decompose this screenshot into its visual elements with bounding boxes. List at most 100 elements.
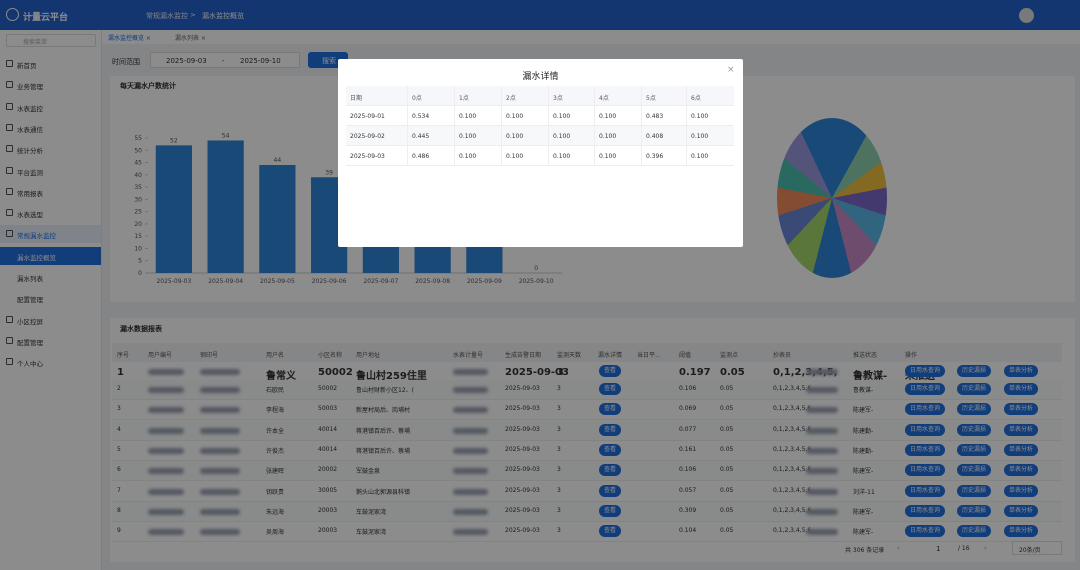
action-button[interactable]: 日用水查询 <box>905 423 946 436</box>
table-row <box>112 380 1062 400</box>
action-button[interactable]: 单表分析 <box>1004 504 1039 517</box>
modal-cell: 2025-09-03 <box>350 153 385 160</box>
avatar[interactable] <box>1019 8 1034 23</box>
action-button[interactable]: 单表分析 <box>1004 403 1039 416</box>
detail-button[interactable]: 查看 <box>599 504 622 517</box>
cell: 军鼓金泉 <box>356 468 381 476</box>
action-button[interactable]: 单表分析 <box>1004 383 1039 395</box>
action-button[interactable]: 日用水查询 <box>905 403 946 416</box>
blurred-cell <box>806 508 838 515</box>
bar <box>207 140 244 273</box>
modal-cell: 2025-09-01 <box>350 113 385 120</box>
detail-button[interactable]: 查看 <box>599 484 622 497</box>
cell: 2025-09-03 <box>505 385 540 392</box>
table-row <box>112 522 1062 543</box>
menu-item[interactable]: 业务管理 <box>17 83 43 92</box>
cell: 40014 <box>318 425 338 433</box>
blurred-cell <box>200 387 240 393</box>
cell: 许本全 <box>266 427 285 435</box>
search-box[interactable]: 搜索菜单 <box>6 34 96 47</box>
action-button[interactable]: 日用水查询 <box>905 383 946 395</box>
column-header: 监测点 <box>720 352 739 359</box>
page-next[interactable]: › <box>984 544 987 552</box>
blurred-cell <box>148 468 184 475</box>
cell: 刘洋-11 <box>853 488 875 496</box>
action-button[interactable]: 日用水查询 <box>905 464 946 477</box>
action-button[interactable]: 单表分析 <box>1004 464 1039 477</box>
action-button[interactable]: 历史漏损 <box>957 365 992 377</box>
cell: 陈建军- <box>853 468 874 476</box>
tab[interactable]: 漏水监控概览 × <box>108 35 151 42</box>
tab-bar <box>102 30 1080 44</box>
action-button[interactable]: 日用水查询 <box>905 484 946 497</box>
cell: 吴周海 <box>266 529 285 537</box>
page-current: 1 <box>936 545 941 553</box>
action-button[interactable]: 单表分析 <box>1004 525 1039 538</box>
cell: 0.05 <box>720 367 745 378</box>
menu-item[interactable]: 平台监测 <box>17 168 43 177</box>
blurred-cell <box>200 447 240 454</box>
modal-cell: 0.100 <box>691 153 709 160</box>
action-button[interactable]: 历史漏损 <box>957 383 992 395</box>
cell: 50002 <box>318 367 353 378</box>
detail-button[interactable]: 查看 <box>599 423 622 436</box>
detail-button[interactable]: 查看 <box>599 383 622 395</box>
breadcrumb-1[interactable]: 常规漏水监控 <box>146 12 188 20</box>
action-button[interactable]: 单表分析 <box>1004 443 1039 456</box>
cell: 0.104 <box>679 527 697 535</box>
action-button[interactable]: 单表分析 <box>1004 365 1039 377</box>
menu-item[interactable]: 统计分析 <box>17 147 43 156</box>
blurred-cell <box>453 387 488 393</box>
menu-item[interactable]: 水表通信 <box>17 125 43 134</box>
menu-item[interactable]: 配置管理 <box>17 338 43 347</box>
detail-button[interactable]: 查看 <box>599 443 622 456</box>
x-tick-label: 2025-09-03 <box>156 278 191 285</box>
action-button[interactable]: 单表分析 <box>1004 423 1039 436</box>
action-button[interactable]: 日用水查询 <box>905 504 946 517</box>
detail-button[interactable]: 查看 <box>599 525 622 538</box>
sidebar: 搜索菜单新首页业务管理水表监控水表通信统计分析平台监测常用报表水表选型常规漏水监… <box>0 0 102 570</box>
page-size[interactable]: 20条/页 <box>1012 541 1062 555</box>
action-button[interactable]: 历史漏损 <box>957 403 992 416</box>
action-button[interactable]: 日用水查询 <box>905 365 946 377</box>
action-button[interactable]: 历史漏损 <box>957 464 992 477</box>
action-button[interactable]: 单表分析 <box>1004 484 1039 497</box>
action-button[interactable]: 历史漏损 <box>957 525 992 538</box>
menu-item[interactable]: 常规漏水监控 <box>17 232 56 241</box>
submenu-item[interactable]: 配置管理 <box>17 296 43 305</box>
modal-cell: 0.100 <box>506 113 524 120</box>
page-prev[interactable]: ‹ <box>897 544 900 552</box>
action-button[interactable]: 历史漏损 <box>957 484 992 497</box>
cell: 0,1,2,3,4,5,6 <box>773 385 812 392</box>
action-button[interactable]: 日用水查询 <box>905 443 946 456</box>
action-button[interactable]: 日用水查询 <box>905 525 946 538</box>
x-tick-label: 2025-09-06 <box>312 278 347 285</box>
cell: 蒋港镇百后许、蔡埔 <box>356 447 411 455</box>
submenu-item[interactable]: 漏水监控概览 <box>17 253 56 262</box>
cell: 3 <box>557 466 561 474</box>
menu-item[interactable]: 个人中心 <box>17 360 43 369</box>
detail-button[interactable]: 查看 <box>599 464 622 477</box>
app-title: 计量云平台 <box>23 13 69 23</box>
action-button[interactable]: 历史漏损 <box>957 423 992 436</box>
menu-item[interactable]: 水表选型 <box>17 211 43 220</box>
menu-item[interactable]: 新首页 <box>17 62 37 70</box>
detail-button[interactable]: 查看 <box>599 403 622 416</box>
submenu-item[interactable]: 漏水列表 <box>17 275 43 283</box>
action-button[interactable]: 历史漏损 <box>957 443 992 456</box>
detail-button[interactable]: 查看 <box>599 365 622 377</box>
action-button[interactable]: 历史漏损 <box>957 504 992 517</box>
cell: 3 <box>557 405 561 413</box>
cell: 陈建勤- <box>853 447 874 455</box>
cell: 20003 <box>318 506 338 514</box>
tab[interactable]: 漏水列表 × <box>175 35 206 42</box>
cell: 3 <box>557 425 561 433</box>
menu-item[interactable]: 小区控屏 <box>17 317 43 326</box>
blurred-cell <box>453 427 488 434</box>
blurred-cell <box>453 468 488 475</box>
menu-item[interactable]: 常用报表 <box>17 189 43 198</box>
date-range[interactable] <box>150 52 300 68</box>
close-button[interactable]: × <box>727 65 735 75</box>
menu-item[interactable]: 水表监控 <box>17 104 43 113</box>
column-header: 用户地址 <box>356 352 381 359</box>
